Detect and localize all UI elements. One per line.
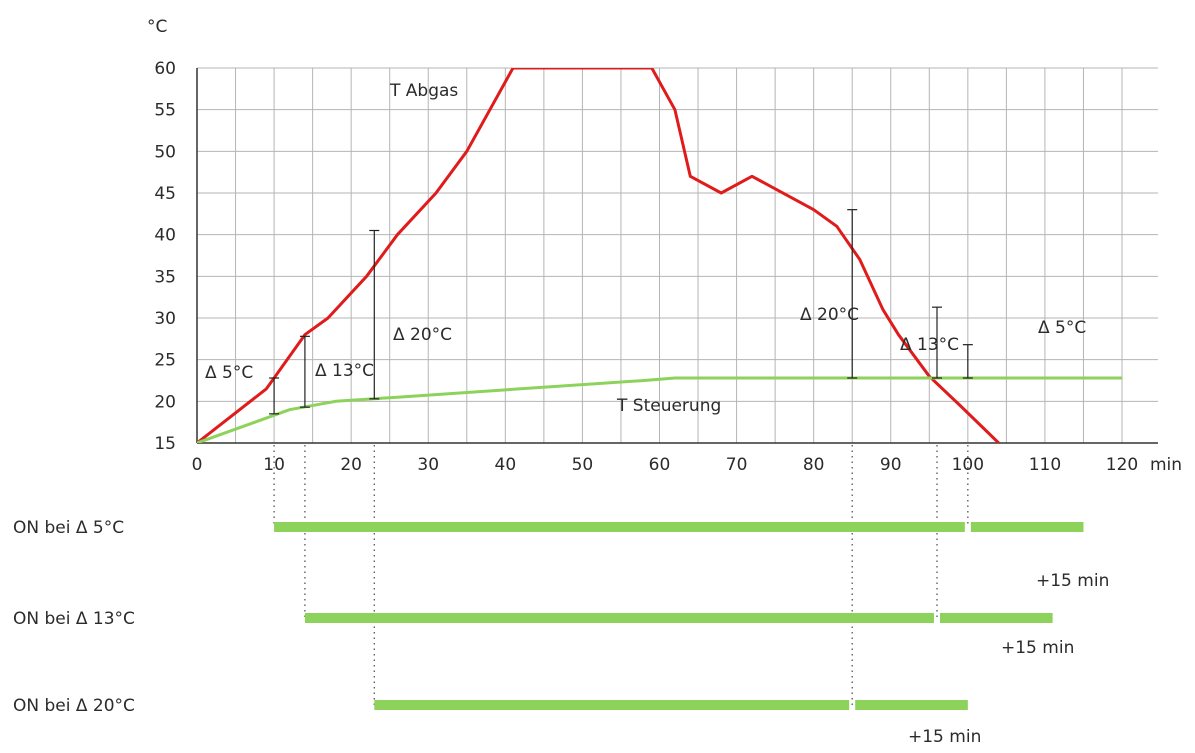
y-tick-label: 35 (154, 267, 176, 287)
y-tick-label: 15 (154, 434, 176, 454)
x-tick-label: 110 (1029, 455, 1061, 475)
y-tick-label: 45 (154, 184, 176, 204)
x-tick-label: 100 (952, 455, 984, 475)
delta-markers (269, 209, 973, 705)
on-bars (274, 522, 1084, 710)
tick-labels: 15 20 25 30 35 40 45 50 55 60 0 10 20 30 40 50 60 70 80 90 1… (147, 17, 1182, 475)
x-tick-label: 30 (417, 455, 439, 475)
series-lines (197, 68, 1122, 443)
on-row-label: ON bei Δ 20°C (13, 696, 135, 716)
series-line-steuerung (197, 376, 1122, 443)
on-bar (274, 522, 965, 532)
y-tick-label: 40 (154, 226, 176, 246)
chart-grid (197, 67, 1158, 443)
text-labels: T Abgas T Steuerung Δ 5°C Δ 13°C Δ 20°C Δ 20°… (13, 81, 1109, 747)
x-tick-label: 90 (880, 455, 902, 475)
x-tick-label: 120 (1106, 455, 1138, 475)
x-tick-label: 50 (572, 455, 594, 475)
x-tick-label: 70 (726, 455, 748, 475)
y-tick-label: 50 (154, 142, 176, 162)
x-tick-label: 60 (649, 455, 671, 475)
y-tick-label: 20 (154, 392, 176, 412)
delta-label: Δ 5°C (1038, 318, 1086, 338)
on-bar-extension (855, 700, 968, 710)
on-row-label: ON bei Δ 5°C (13, 518, 124, 538)
on-bar-extension (940, 613, 1053, 623)
x-tick-label: 10 (263, 455, 285, 475)
x-tick-label: 80 (803, 455, 825, 475)
extension-label: +15 min (908, 727, 981, 747)
delta-label: Δ 20°C (393, 325, 452, 345)
on-bar-extension (970, 522, 1084, 532)
y-tick-label: 30 (154, 309, 176, 329)
y-tick-label: 25 (154, 351, 176, 371)
series-label-steuerung: T Steuerung (616, 396, 721, 416)
x-tick-label: 20 (340, 455, 362, 475)
series-label-abgas: T Abgas (389, 81, 458, 101)
delta-label: Δ 20°C (800, 305, 859, 325)
series-line-abgas (197, 68, 1000, 443)
y-unit-label: °C (147, 17, 167, 37)
x-tick-label: 40 (495, 455, 517, 475)
delta-label: Δ 13°C (900, 335, 959, 355)
delta-label: Δ 13°C (315, 361, 374, 381)
delta-label: Δ 5°C (205, 363, 253, 383)
on-row-label: ON bei Δ 13°C (13, 609, 135, 629)
y-tick-label: 55 (154, 101, 176, 121)
extension-label: +15 min (1001, 638, 1074, 658)
x-tick-label: 0 (192, 455, 203, 475)
y-tick-label: 60 (154, 59, 176, 79)
x-unit-label: min (1150, 455, 1182, 475)
on-bar (304, 613, 935, 623)
extension-label: +15 min (1036, 571, 1109, 591)
on-bar (374, 700, 850, 710)
